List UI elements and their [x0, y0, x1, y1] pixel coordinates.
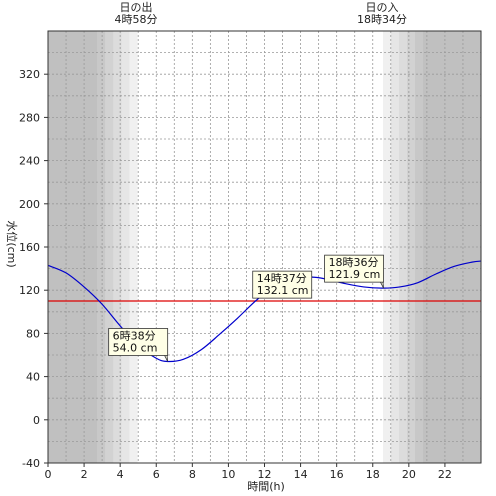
twilight-band-evening [390, 31, 399, 463]
y-tick-label: 40 [26, 371, 40, 384]
y-axis-title: 水位(cm) [5, 220, 19, 267]
x-tick-label: 20 [402, 468, 416, 481]
x-tick-label: 18 [366, 468, 380, 481]
x-tick-label: 6 [153, 468, 160, 481]
twilight-band-evening [382, 31, 391, 463]
callout-box [252, 270, 313, 299]
sunset-label: 日の入 [366, 1, 399, 14]
callout-time: 6時38分 [113, 329, 156, 342]
callout-time: 18時36分 [329, 256, 379, 269]
x-tick-label: 4 [117, 468, 124, 481]
y-tick-label: 80 [26, 327, 40, 340]
callout-value: 132.1 cm [257, 284, 309, 297]
y-tick-label: 240 [19, 155, 40, 168]
callout-box [108, 328, 169, 356]
callout-value: 121.9 cm [329, 268, 381, 281]
x-tick-label: 16 [330, 468, 344, 481]
grid [48, 31, 481, 463]
y-tick-label: 120 [19, 284, 40, 297]
twilight-band-evening [406, 31, 415, 463]
callout-box [324, 254, 384, 283]
x-axis-title: 時間(h) [247, 480, 285, 493]
x-tick-label: 22 [438, 468, 452, 481]
x-tick-label: 8 [189, 468, 196, 481]
x-axis-ticks: 0 2 4 6 8 10 12 14 16 18 20 22 [45, 463, 452, 481]
y-tick-label: 160 [19, 241, 40, 254]
x-tick-label: 2 [81, 468, 88, 481]
twilight-band-evening [398, 31, 407, 463]
sunrise-label: 日の出 [120, 0, 153, 14]
sunset-time: 18時34分 [357, 13, 407, 26]
twilight-band-evening [414, 31, 423, 463]
y-tick-label: 320 [19, 68, 40, 81]
y-tick-label: -40 [22, 457, 40, 470]
sunrise-time: 4時58分 [115, 13, 158, 26]
x-tick-label: 14 [294, 468, 308, 481]
x-tick-label: 12 [258, 468, 272, 481]
y-axis-ticks: -40 0 40 80 120 160 200 240 280 320 [19, 68, 48, 470]
callout-value: 54.0 cm [113, 341, 158, 354]
y-tick-label: 280 [19, 111, 40, 124]
y-tick-label: 200 [19, 198, 40, 211]
y-tick-label: 0 [33, 414, 40, 427]
callout-time: 14時37分 [257, 272, 307, 285]
x-tick-label: 10 [221, 468, 235, 481]
x-tick-label: 0 [45, 468, 52, 481]
